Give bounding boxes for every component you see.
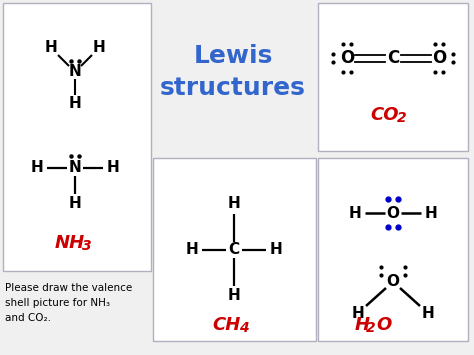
Text: H: H xyxy=(186,242,199,257)
Bar xyxy=(3,3,151,271)
Text: Please draw the valence
shell picture for NH₃
and CO₂.: Please draw the valence shell picture fo… xyxy=(5,283,132,323)
Text: 3: 3 xyxy=(82,239,91,253)
Bar xyxy=(153,158,316,341)
Text: H: H xyxy=(228,289,240,304)
Text: 4: 4 xyxy=(239,321,249,335)
Text: H: H xyxy=(92,40,105,55)
Text: 2: 2 xyxy=(366,321,375,335)
Text: CO: CO xyxy=(370,106,399,124)
Text: H: H xyxy=(45,40,57,55)
Text: CH: CH xyxy=(212,316,240,334)
Text: H: H xyxy=(352,306,365,322)
Text: O: O xyxy=(376,316,391,334)
Text: H: H xyxy=(422,306,434,322)
Bar xyxy=(318,158,468,341)
Text: H: H xyxy=(69,197,82,212)
Text: H: H xyxy=(31,160,44,175)
Text: H: H xyxy=(355,316,370,334)
Text: C: C xyxy=(387,49,399,67)
Text: C: C xyxy=(228,242,239,257)
Text: O: O xyxy=(432,49,446,67)
Text: H: H xyxy=(69,97,82,111)
Text: Lewis
structures: Lewis structures xyxy=(160,44,306,100)
Text: 2: 2 xyxy=(397,111,407,125)
Text: H: H xyxy=(228,197,240,212)
Text: O: O xyxy=(386,273,400,289)
Text: NH: NH xyxy=(55,234,85,252)
Text: N: N xyxy=(69,65,82,80)
Text: O: O xyxy=(340,49,354,67)
Text: H: H xyxy=(107,160,119,175)
Text: H: H xyxy=(348,206,361,220)
Text: O: O xyxy=(386,206,400,220)
Text: H: H xyxy=(270,242,283,257)
Bar xyxy=(318,3,468,151)
Text: H: H xyxy=(425,206,438,220)
Text: N: N xyxy=(69,160,82,175)
